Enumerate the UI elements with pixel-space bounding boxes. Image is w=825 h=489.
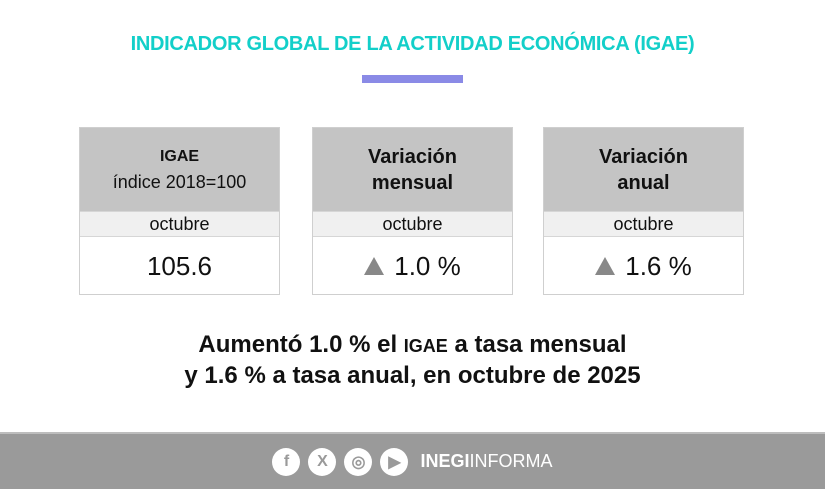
summary-text-part: a tasa mensual	[447, 331, 627, 358]
accent-bar	[362, 75, 463, 83]
summary-text-part: Aumentó 1.0 % el	[198, 331, 404, 358]
card-igae-index: IGAE índice 2018=100 octubre 105.6	[79, 127, 280, 295]
card-month: octubre	[80, 211, 279, 237]
brand-inegi-informa: INEGIINFORMA	[420, 451, 552, 472]
card-annual-variation: Variación anual octubre 1.6 %	[543, 127, 744, 295]
card-month: octubre	[313, 211, 512, 237]
footer-bar: f X ◎ ▶ INEGIINFORMA	[0, 432, 825, 489]
card-header: IGAE índice 2018=100	[80, 128, 279, 211]
card-monthly-variation: Variación mensual octubre 1.0 %	[312, 127, 513, 295]
card-title: Variación	[368, 145, 457, 168]
summary-text: Aumentó 1.0 % el IGAE a tasa mensual y 1…	[0, 330, 825, 391]
card-title: Variación	[599, 145, 688, 168]
brand-bold: INEGI	[420, 451, 470, 471]
triangle-up-icon	[364, 257, 385, 275]
facebook-icon[interactable]: f	[272, 447, 301, 476]
card-month: octubre	[544, 211, 743, 237]
page-title: INDICADOR GLOBAL DE LA ACTIVIDAD ECONÓMI…	[130, 33, 695, 55]
card-subtitle: mensual	[371, 171, 454, 194]
summary-acronym: IGAE	[403, 336, 448, 356]
card-value: 105.6	[146, 250, 213, 281]
summary-line-2: y 1.6 % a tasa anual, en octubre de 2025	[184, 362, 641, 389]
card-subtitle: índice 2018=100	[112, 171, 247, 192]
brand-light: INFORMA	[469, 451, 553, 471]
summary-line-1: Aumentó 1.0 % el IGAE a tasa mensual	[0, 330, 825, 361]
x-icon[interactable]: X	[308, 447, 337, 476]
card-header: Variación mensual	[313, 128, 512, 211]
card-title: IGAE	[159, 147, 200, 165]
card-value: 1.6 %	[625, 250, 692, 281]
triangle-up-icon	[595, 257, 616, 275]
card-subtitle: anual	[617, 171, 670, 194]
card-value-row: 1.6 %	[544, 237, 743, 295]
instagram-icon[interactable]: ◎	[344, 447, 373, 476]
card-value-row: 1.0 %	[313, 237, 512, 295]
youtube-icon[interactable]: ▶	[380, 447, 409, 476]
card-value: 1.0 %	[394, 250, 461, 281]
card-header: Variación anual	[544, 128, 743, 211]
